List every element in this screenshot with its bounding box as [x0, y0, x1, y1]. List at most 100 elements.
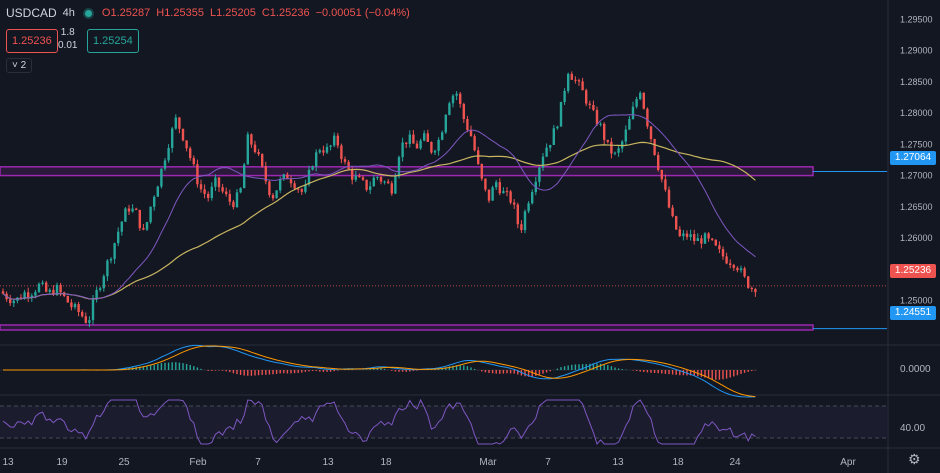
candle-body [739, 268, 743, 271]
candle-body [99, 288, 102, 290]
candle-body [106, 260, 109, 277]
candle-body [513, 202, 516, 205]
candle-body [27, 292, 30, 298]
candle-body [124, 208, 127, 222]
candle-body [621, 141, 624, 149]
candle-body [257, 151, 260, 155]
candle-body [279, 178, 282, 191]
candle-body [617, 148, 620, 153]
candle-body [214, 177, 217, 187]
candle-body [174, 117, 177, 129]
price-axis-tick: 1.27000 [900, 171, 933, 181]
settings-gear-icon[interactable]: ⚙ [908, 451, 921, 467]
candle-body [156, 186, 159, 197]
candle-body [95, 289, 98, 300]
time-axis-tick: 18 [672, 457, 684, 468]
sr-zone-box [0, 324, 814, 331]
price-axis-tick: 1.27500 [900, 139, 933, 149]
candle-body [754, 289, 757, 293]
candle-body [171, 128, 174, 148]
rsi-scale-label: 40.00 [900, 423, 926, 434]
price-change: −0.00051 (−0.04%) [315, 7, 410, 19]
candle-body [459, 93, 462, 104]
candle-body [307, 169, 311, 185]
candle-body [343, 159, 347, 162]
candle-body [117, 231, 120, 244]
candle-body [747, 276, 750, 288]
candle-body [415, 143, 419, 149]
candle-body [624, 129, 627, 142]
candle-body [577, 80, 581, 82]
price-axis-tick: 1.28000 [900, 108, 933, 118]
candle-body [487, 189, 491, 201]
candle-body [423, 133, 426, 141]
candle-body [563, 90, 566, 102]
candle-body [163, 160, 167, 169]
sell-price-button[interactable]: 1.25236 [6, 29, 58, 53]
candle-body [570, 73, 573, 80]
candle-body [19, 297, 23, 299]
candle-body [462, 103, 465, 119]
candle-body [365, 179, 368, 190]
candle-body [142, 228, 145, 230]
candle-body [603, 123, 606, 140]
candle-body [45, 282, 48, 292]
candle-body [189, 148, 192, 159]
candle-body [376, 177, 379, 179]
candle-body [340, 145, 343, 160]
ohlc-open: O1.25287 [101, 7, 151, 19]
candle-body [264, 166, 267, 182]
candle-body [153, 196, 156, 207]
candle-body [203, 189, 206, 194]
price-axis-tick: 1.26000 [900, 233, 933, 243]
candle-body [250, 134, 253, 145]
candle-body [444, 114, 447, 133]
candle-body [451, 95, 455, 104]
candle-body [297, 188, 300, 190]
candle-body [613, 152, 617, 154]
interval-label[interactable]: 4h [62, 7, 75, 19]
candle-body [606, 139, 609, 142]
candle-body [138, 209, 141, 229]
time-axis-tick: 7 [255, 457, 261, 468]
candle-body [336, 135, 339, 146]
candle-body [358, 175, 361, 178]
candle-body [527, 203, 530, 212]
spread-top: 1.8 [60, 27, 75, 38]
candle-body [585, 90, 588, 104]
candle-body [293, 183, 296, 189]
time-axis-tick: 18 [380, 457, 392, 468]
candle-body [639, 92, 642, 100]
indicators-toggle[interactable]: ˅ 2 [6, 58, 33, 73]
rsi-line [2, 398, 756, 445]
buy-price-button[interactable]: 1.25254 [87, 29, 139, 53]
time-axis-tick: 13 [322, 457, 334, 468]
candle-body [678, 229, 681, 237]
candle-body [657, 154, 660, 170]
candle-body [505, 191, 509, 193]
candle-body [635, 99, 638, 107]
candle-body [135, 208, 138, 210]
candle-body [347, 161, 350, 170]
candle-body [441, 132, 444, 140]
candle-body [271, 195, 275, 199]
time-axis-tick: 7 [545, 457, 551, 468]
price-axis-tick: 1.25000 [900, 296, 933, 306]
candle-body [545, 147, 548, 157]
candle-body [466, 118, 469, 131]
time-axis-tick: Feb [189, 457, 207, 468]
candle-body [671, 207, 674, 217]
candle-body [23, 292, 26, 299]
candle-body [372, 177, 375, 187]
candle-body [642, 92, 645, 109]
candle-body [484, 178, 487, 190]
candle-body [70, 302, 73, 308]
candle-body [700, 238, 703, 244]
symbol-header: USDCAD 4h O1.25287 H1.25355 L1.25205 C1.… [6, 6, 410, 20]
candle-body [300, 189, 303, 192]
symbol-name[interactable]: USDCAD [6, 6, 57, 20]
candle-body [12, 300, 15, 304]
candle-body [9, 299, 12, 304]
price-tag-lower-line: 1.24551 [890, 306, 936, 320]
